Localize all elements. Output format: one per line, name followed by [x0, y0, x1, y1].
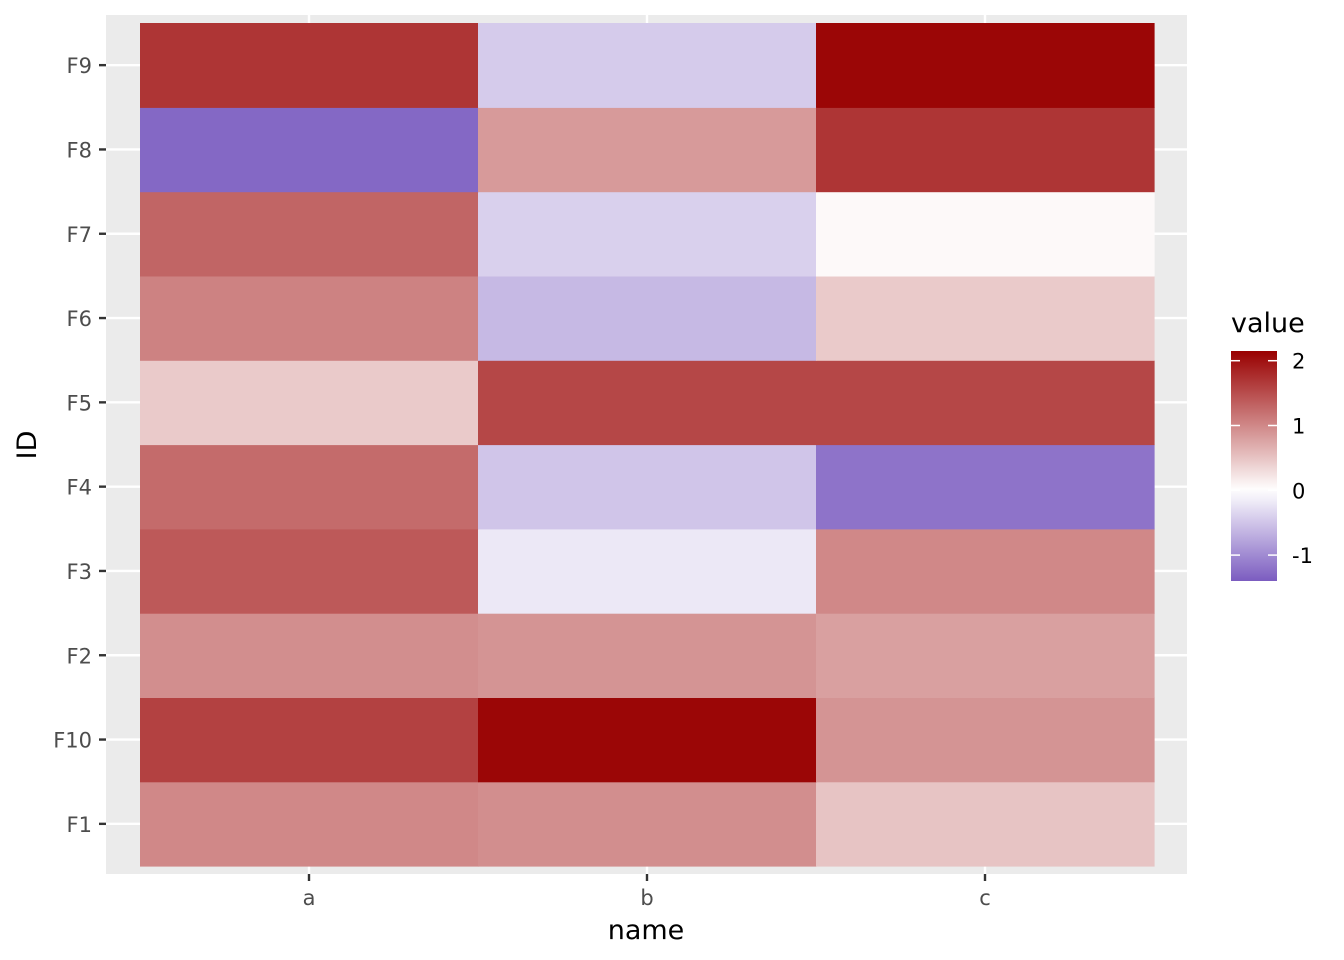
heatmap-cell-f4-c [816, 444, 1155, 530]
heatmap-cells [140, 23, 1155, 867]
heatmap-cell-f3-a [140, 528, 479, 614]
legend-colorbar [1231, 351, 1277, 581]
heatmap-cell-f5-a [140, 360, 479, 446]
legend: value 2 1 0 -1 [1231, 308, 1313, 581]
y-tick-label: F10 [53, 729, 92, 753]
heatmap-cell-f1-c [816, 781, 1155, 867]
heatmap-cell-f10-b [478, 697, 817, 783]
legend-tick-label: -1 [1292, 544, 1313, 568]
heatmap-cell-f6-a [140, 275, 479, 361]
y-tick-label: F5 [67, 391, 92, 415]
heatmap-cell-f1-b [478, 781, 817, 867]
x-tick-label: b [640, 886, 653, 910]
y-tick-label: F9 [67, 54, 92, 78]
heatmap-cell-f6-b [478, 275, 817, 361]
heatmap-cell-f10-a [140, 697, 479, 783]
y-tick-label: F8 [67, 138, 92, 162]
y-tick-label: F7 [67, 223, 92, 247]
y-tick-label: F3 [67, 560, 92, 584]
heatmap-cell-f9-b [478, 23, 817, 108]
heatmap-cell-f8-c [816, 107, 1155, 193]
y-tick-label: F6 [67, 307, 92, 331]
heatmap-cell-f3-c [816, 528, 1155, 614]
heatmap-cell-f2-a [140, 613, 479, 698]
heatmap-cell-f10-c [816, 697, 1155, 783]
x-axis: a b c [303, 874, 991, 910]
heatmap-cell-f6-c [816, 275, 1155, 361]
heatmap-cell-f9-a [140, 23, 479, 108]
x-tick-label: a [303, 886, 316, 910]
heatmap-cell-f2-b [478, 613, 817, 698]
heatmap-cell-f1-a [140, 781, 479, 867]
y-tick-label: F2 [67, 644, 92, 668]
x-tick-label: c [979, 886, 991, 910]
y-axis-title: ID [12, 431, 43, 460]
heatmap-cell-f5-b [478, 360, 817, 446]
heatmap-cell-f9-c [816, 23, 1155, 108]
x-axis-title: name [608, 915, 685, 946]
heatmap-cell-f8-b [478, 107, 817, 193]
heatmap-cell-f5-c [816, 360, 1155, 446]
heatmap-cell-f4-a [140, 444, 479, 530]
legend-title: value [1231, 308, 1305, 339]
heatmap-cell-f8-a [140, 107, 479, 193]
heatmap-cell-f7-a [140, 191, 479, 277]
legend-tick-label: 1 [1292, 415, 1305, 439]
legend-tick-label: 2 [1292, 350, 1305, 374]
heatmap-cell-f4-b [478, 444, 817, 530]
heatmap-cell-f7-b [478, 191, 817, 277]
heatmap-cell-f7-c [816, 191, 1155, 277]
heatmap-cell-f3-b [478, 528, 817, 614]
y-axis: F1 F10 F2 F3 F4 F5 F6 F7 F8 F9 [53, 54, 106, 837]
heatmap-cell-f2-c [816, 613, 1155, 698]
legend-tick-label: 0 [1292, 479, 1305, 503]
y-tick-label: F1 [67, 813, 92, 837]
y-tick-label: F4 [67, 476, 92, 500]
